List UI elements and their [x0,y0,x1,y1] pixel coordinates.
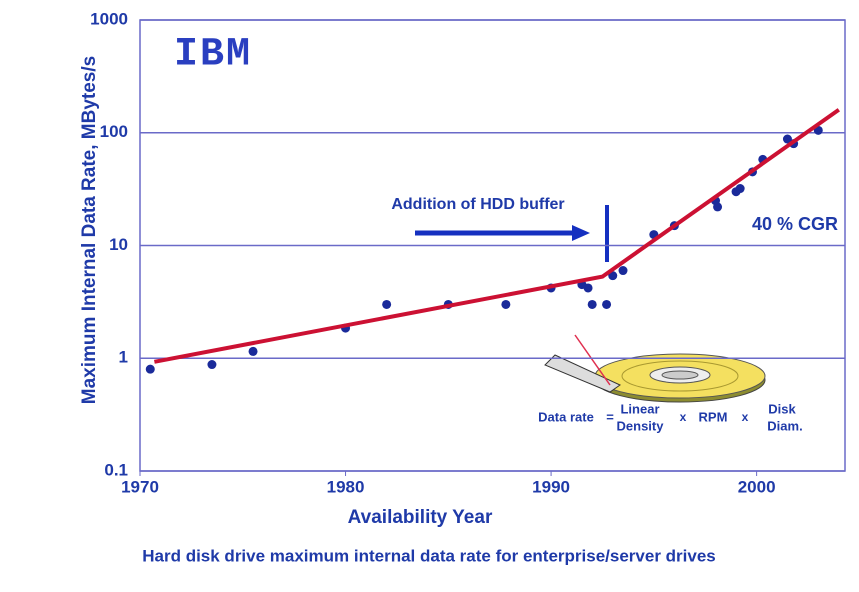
data-point [248,346,258,356]
y-tick-label: 1000 [90,9,128,28]
y-tick-label: 0.1 [104,460,128,479]
y-tick-label: 10 [109,235,128,254]
y-axis-label: Maximum Internal Data Rate, MBytes/s [79,56,100,404]
arrow-head [572,225,590,241]
data-point [713,202,723,212]
data-point [501,299,511,309]
disk-track [621,360,739,392]
x-axis-label: Availability Year [348,507,493,528]
formula-text: RPM [699,409,728,424]
chart-title: Hard disk drive maximum internal data ra… [142,546,716,565]
y-tick-label: 1 [119,348,128,367]
formula-text: x [680,410,687,424]
data-point [735,184,745,194]
x-tick-label: 2000 [738,477,776,496]
annotation: Addition of HDD buffer [391,196,564,213]
x-tick-label: 1980 [327,477,365,496]
formula-text: x [742,410,749,424]
data-point [145,364,155,374]
formula-text: = [606,409,614,424]
data-point [382,299,392,309]
annotation: 40 % CGR [752,214,838,234]
formula-text: Diam. [767,418,802,433]
trend-line [154,108,840,364]
logo: IBM [174,33,252,78]
data-point [608,271,618,281]
formula-text: Linear [620,401,659,416]
disk-illustration [544,334,766,403]
data-point [587,299,597,309]
formula-text: Data rate [538,409,594,424]
disk-spindle [661,370,699,380]
data-point [207,360,217,370]
data-point [602,299,612,309]
head-line [574,334,611,386]
data-point [782,134,792,144]
y-tick-label: 100 [100,122,128,141]
x-tick-label: 1990 [532,477,570,496]
x-tick-label: 1970 [121,477,159,496]
formula-text: Density [617,418,665,433]
data-point [583,283,593,293]
data-point [618,266,628,276]
formula-text: Disk [768,401,796,416]
